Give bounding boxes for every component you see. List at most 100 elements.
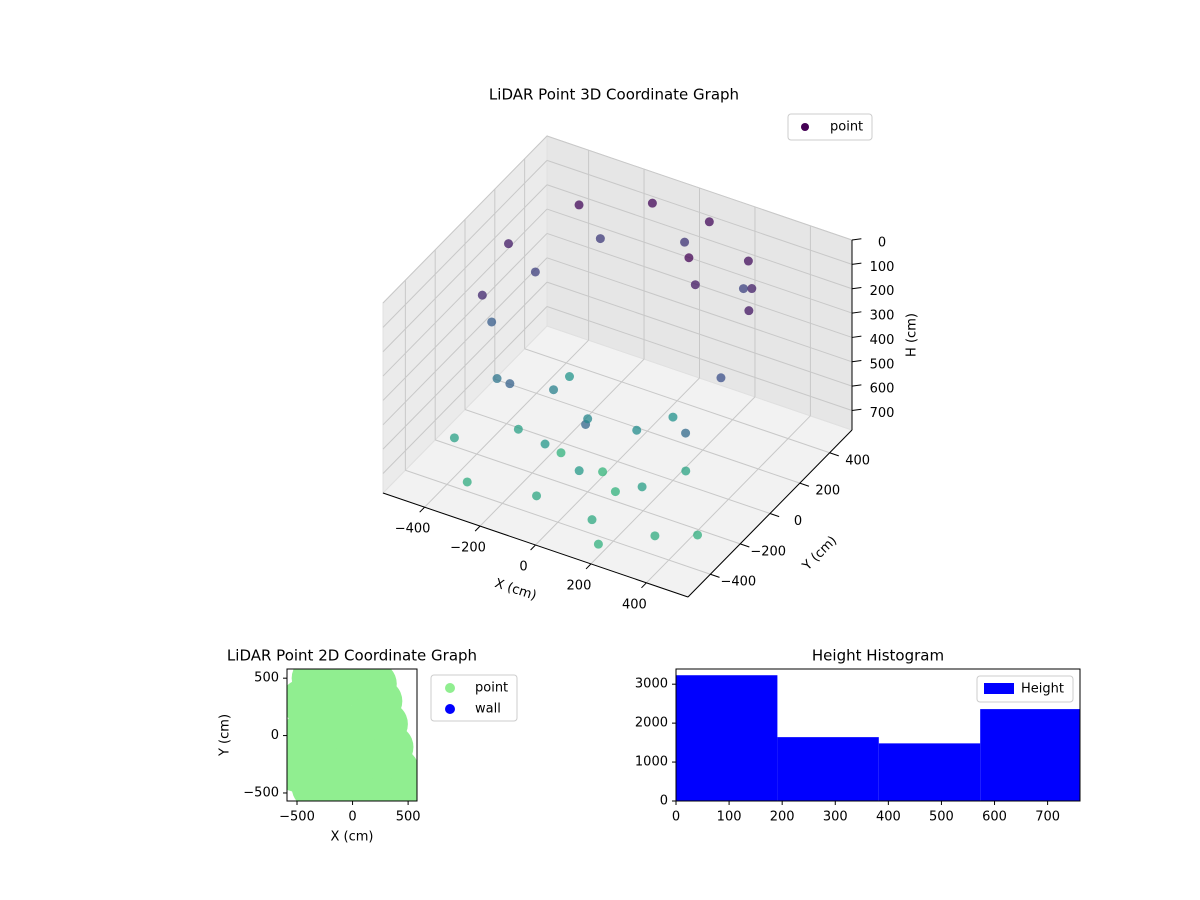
grid-line <box>405 469 711 575</box>
tick-mark <box>799 482 810 487</box>
y-tick-label: 0 <box>660 794 668 809</box>
bar <box>676 675 778 801</box>
grid-line <box>382 257 548 426</box>
tick-mark <box>851 238 862 241</box>
point <box>650 531 660 541</box>
x-tick-label: 500 <box>396 810 421 825</box>
point <box>532 491 542 501</box>
x-tick-label: −200 <box>450 541 486 556</box>
y-tick-label: 500 <box>254 671 279 686</box>
y-tick-label: 3000 <box>635 677 668 692</box>
legend-marker <box>445 683 455 693</box>
tick-mark <box>641 582 647 589</box>
tick-mark <box>419 506 425 513</box>
point <box>492 374 502 384</box>
grid-line <box>524 348 830 454</box>
point <box>704 217 714 227</box>
point <box>738 284 748 294</box>
chart-title: LiDAR Point 3D Coordinate Graph <box>489 86 739 104</box>
point <box>574 200 584 210</box>
legend-label: point <box>475 681 508 696</box>
x-tick-label: −500 <box>279 810 315 825</box>
x-tick-label: −400 <box>395 522 431 537</box>
legend-marker <box>984 683 1014 694</box>
z-tick-label: 700 <box>870 406 895 421</box>
x-tick-label: 200 <box>567 578 592 593</box>
point <box>747 284 757 294</box>
point <box>668 412 678 422</box>
grid-line <box>546 257 853 363</box>
y-tick-label: 0 <box>794 514 802 529</box>
point <box>549 385 559 395</box>
y-axis-label: Y (cm) <box>218 714 233 757</box>
point <box>647 198 657 208</box>
point <box>462 477 472 487</box>
tick-mark <box>851 335 862 338</box>
grid-line <box>382 135 548 304</box>
point <box>681 466 691 476</box>
grid-line <box>546 208 853 314</box>
legend-marker <box>445 704 455 714</box>
y-tick-label: −500 <box>243 785 279 800</box>
point <box>513 424 523 434</box>
z-tick-label: 300 <box>870 309 895 324</box>
y-tick-label: 400 <box>845 453 870 468</box>
bar <box>777 737 879 801</box>
legend-marker <box>801 123 809 131</box>
point <box>598 467 608 477</box>
point <box>637 482 647 492</box>
point <box>583 414 593 424</box>
grid-line <box>546 135 853 241</box>
z-tick-label: 400 <box>870 333 895 348</box>
y-tick-label: 1000 <box>635 755 668 770</box>
z-tick-label: 200 <box>870 284 895 299</box>
point <box>610 487 620 497</box>
x-tick-label: 400 <box>622 597 647 612</box>
point <box>693 530 703 540</box>
point <box>684 253 694 263</box>
tick-mark <box>740 543 750 548</box>
legend-label: point <box>830 120 863 135</box>
tick-mark <box>851 384 862 387</box>
point <box>530 267 540 277</box>
point <box>587 515 597 525</box>
bar <box>980 709 1080 801</box>
x-tick-label: 100 <box>717 810 742 825</box>
point <box>347 696 392 741</box>
x-tick-label: 200 <box>770 810 795 825</box>
point <box>595 234 605 244</box>
point <box>487 317 497 327</box>
grid-line <box>546 281 853 387</box>
point <box>477 290 487 300</box>
legend-label: wall <box>475 702 501 717</box>
point <box>744 306 754 316</box>
x-tick-label: 700 <box>1035 810 1060 825</box>
grid-line <box>546 184 853 290</box>
x-tick-label: 300 <box>823 810 848 825</box>
tick-mark <box>710 573 720 578</box>
z-tick-label: 600 <box>870 382 895 397</box>
tick-mark <box>851 262 862 265</box>
tick-mark <box>829 452 839 457</box>
legend-label: Height <box>1021 682 1064 697</box>
y-tick-label: −400 <box>721 575 757 590</box>
point <box>449 433 459 443</box>
grid-line <box>382 306 548 474</box>
x-tick-label: 0 <box>519 560 527 575</box>
point <box>680 237 690 247</box>
point <box>716 373 726 383</box>
x-tick-label: 500 <box>929 810 954 825</box>
tick-mark <box>851 360 862 363</box>
y-tick-label: −200 <box>750 544 786 559</box>
grid-line <box>494 378 800 484</box>
x-tick-label: 0 <box>672 810 680 825</box>
x-tick-label: 600 <box>982 810 1007 825</box>
tick-mark <box>851 311 862 314</box>
z-tick-label: 100 <box>870 260 895 275</box>
tick-mark <box>474 525 481 532</box>
legend-box <box>787 113 873 141</box>
z-axis-label: H (cm) <box>905 313 920 357</box>
chart-title: Height Histogram <box>812 647 944 665</box>
point <box>556 448 566 458</box>
